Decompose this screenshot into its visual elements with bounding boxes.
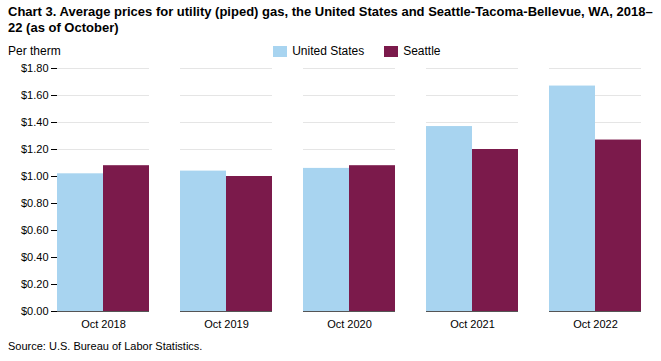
svg-text:$1.80: $1.80 <box>21 62 49 74</box>
html-text:United States: United States <box>292 44 365 58</box>
html-text:Per therm: Per therm <box>8 44 61 58</box>
svg-text:$0.20: $0.20 <box>21 278 49 290</box>
html-text:Chart 3. Average prices for ut: Chart 3. Average prices for utility (pip… <box>8 4 653 35</box>
svg-text:$0.60: $0.60 <box>21 224 49 236</box>
svg-text:$0.40: $0.40 <box>21 251 49 263</box>
svg-text:Oct 2021: Oct 2021 <box>450 318 495 330</box>
svg-text:$1.60: $1.60 <box>21 89 49 101</box>
svg-text:$1.40: $1.40 <box>21 116 49 128</box>
svg-text:$1.00: $1.00 <box>21 170 49 182</box>
svg-text:Oct 2022: Oct 2022 <box>573 318 618 330</box>
svg-text:$0.80: $0.80 <box>21 197 49 209</box>
svg-text:Oct 2020: Oct 2020 <box>327 318 372 330</box>
html-text:Seattle: Seattle <box>403 44 441 58</box>
html-text:Source: U.S. Bureau of Labor S: Source: U.S. Bureau of Labor Statistics. <box>8 340 203 352</box>
svg-text:$1.20: $1.20 <box>21 143 49 155</box>
svg-text:Oct 2019: Oct 2019 <box>204 318 249 330</box>
svg-text:Oct 2018: Oct 2018 <box>81 318 126 330</box>
svg-text:$0.00: $0.00 <box>21 305 49 317</box>
